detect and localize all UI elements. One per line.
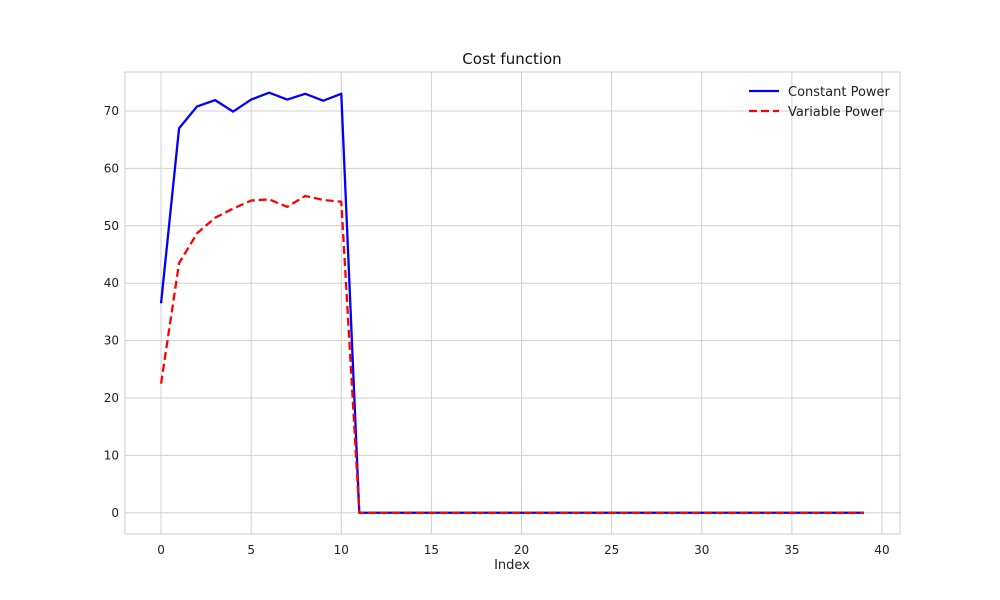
legend-label: Constant Power bbox=[788, 85, 891, 100]
y-tick-label: 70 bbox=[104, 104, 119, 118]
x-tick-label: 35 bbox=[784, 543, 799, 557]
y-tick-label: 0 bbox=[111, 506, 119, 520]
x-tick-label: 5 bbox=[247, 543, 255, 557]
y-tick-label: 10 bbox=[104, 448, 119, 462]
x-tick-label: 30 bbox=[694, 543, 709, 557]
x-axis-label: Index bbox=[494, 558, 530, 573]
legend: Constant Power Variable Power bbox=[749, 85, 891, 120]
x-tick-label: 25 bbox=[604, 543, 619, 557]
plot-frame bbox=[124, 71, 901, 535]
plot-background bbox=[125, 72, 900, 534]
y-tick-label: 20 bbox=[104, 391, 119, 405]
y-tick-label: 30 bbox=[104, 334, 119, 348]
y-tick-label: 50 bbox=[104, 219, 119, 233]
grid-lines bbox=[125, 72, 900, 534]
chart-title: Cost function bbox=[462, 50, 561, 68]
x-tick-label: 15 bbox=[424, 543, 439, 557]
y-tick-label: 40 bbox=[104, 276, 119, 290]
x-tick-label: 20 bbox=[514, 543, 529, 557]
y-tick-label: 60 bbox=[104, 161, 119, 175]
x-tick-label: 0 bbox=[157, 543, 165, 557]
tick-labels: 0 5 10 15 20 25 30 35 40 0 10 20 30 40 50 60 70 bbox=[104, 104, 890, 557]
legend-label: Variable Power bbox=[788, 105, 885, 120]
series-layer bbox=[159, 91, 864, 514]
x-tick-label: 10 bbox=[334, 543, 349, 557]
series-line-variable-power bbox=[159, 194, 864, 514]
x-tick-label: 40 bbox=[874, 543, 889, 557]
